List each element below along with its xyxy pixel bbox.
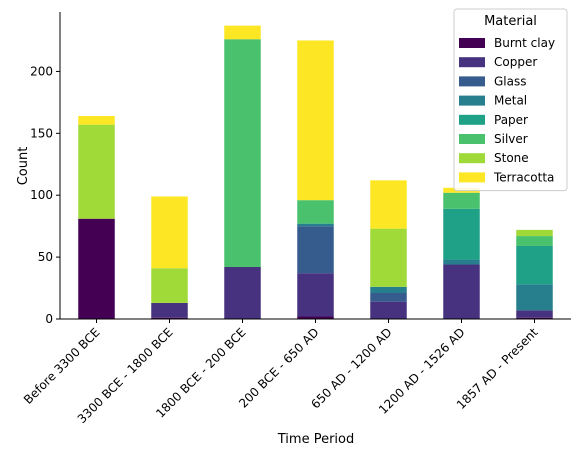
legend-entry-label: Burnt clay — [494, 36, 555, 50]
bar-silver-5 — [443, 192, 480, 209]
legend-frame — [453, 8, 568, 192]
legend-swatch — [459, 38, 485, 48]
bar-stone-1 — [151, 268, 188, 303]
bar-copper-3 — [297, 273, 334, 317]
bars-layer — [78, 25, 553, 319]
bar-copper-5 — [443, 264, 480, 319]
bar-metal-5 — [443, 259, 480, 265]
legend-entry-label: Metal — [494, 94, 527, 108]
bar-terracotta-4 — [370, 180, 407, 229]
bar-silver-6 — [516, 236, 553, 246]
legend-swatch — [459, 95, 485, 106]
y-tick-label: 100 — [30, 188, 53, 202]
bar-stone-4 — [370, 228, 407, 287]
bar-terracotta-0 — [78, 115, 115, 125]
bar-stone-6 — [516, 229, 553, 237]
legend-entry-label: Copper — [494, 55, 537, 69]
y-tick-label: 200 — [30, 64, 53, 78]
bar-metal-3 — [297, 223, 334, 227]
legend-swatch — [459, 76, 485, 87]
bar-metal-6 — [516, 284, 553, 311]
bar-metal-4 — [370, 286, 407, 293]
bar-copper-2 — [224, 267, 261, 319]
x-tick-label: Before 3300 BCE — [21, 325, 103, 407]
x-axis-label: Time Period — [277, 432, 354, 447]
bar-silver-2 — [224, 39, 261, 268]
bar-stone-0 — [78, 124, 115, 219]
legend-swatch — [459, 153, 485, 164]
legend-swatch — [459, 172, 485, 183]
legend-swatch — [459, 134, 485, 144]
x-tick-label: 200 BCE - 650 AD — [236, 325, 321, 410]
bar-glass-4 — [370, 293, 407, 302]
legend-swatch — [459, 114, 485, 125]
bar-copper-4 — [370, 301, 407, 319]
legend-entry-label: Paper — [494, 113, 528, 127]
y-tick-label: 50 — [38, 250, 53, 264]
bar-terracotta-3 — [297, 40, 334, 201]
bar-terracotta-2 — [224, 25, 261, 40]
bar-paper-5 — [443, 208, 480, 260]
legend-entry-label: Stone — [494, 151, 529, 165]
bar-glass-3 — [297, 226, 334, 274]
legend-entry-label: Terracotta — [493, 170, 554, 184]
bar-silver-3 — [297, 200, 334, 224]
legend-swatch — [459, 57, 485, 68]
y-tick-label: 150 — [30, 126, 53, 140]
bar-burnt-clay-0 — [78, 218, 115, 319]
bar-terracotta-1 — [151, 196, 188, 269]
y-axis-label: Count — [16, 147, 31, 186]
y-tick-label: 0 — [45, 312, 53, 326]
bar-copper-1 — [151, 302, 188, 318]
legend-entry-label: Silver — [494, 132, 528, 146]
legend-entry-label: Glass — [494, 74, 527, 88]
labels-layer: Time Period Count — [16, 147, 354, 447]
x-tick-label: 650 AD - 1200 AD — [308, 325, 394, 411]
legend-title: Material — [484, 14, 537, 29]
legend: Material Burnt clay Copper Glass Metal Paper S… — [453, 8, 568, 192]
bar-copper-6 — [516, 310, 553, 318]
x-tick-label: 1857 AD - Present — [454, 325, 541, 412]
bar-burnt-clay-6 — [516, 317, 553, 319]
bar-burnt-clay-3 — [297, 316, 334, 319]
bar-paper-6 — [516, 245, 553, 285]
bar-burnt-clay-1 — [151, 317, 188, 319]
